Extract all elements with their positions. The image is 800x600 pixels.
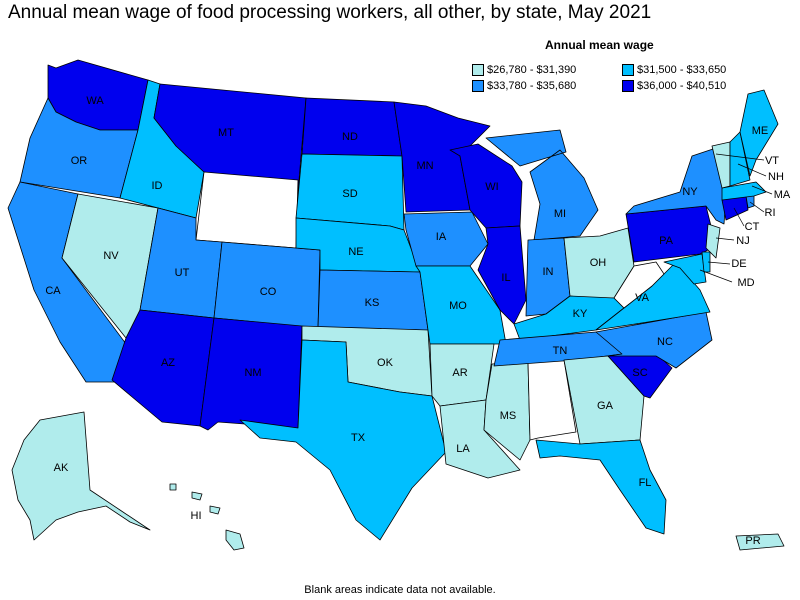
legend-swatch-3 <box>472 80 484 92</box>
label-tx: TX <box>351 432 366 444</box>
label-pa: PA <box>659 235 674 247</box>
callouts <box>699 153 773 283</box>
label-ms: MS <box>500 410 517 422</box>
state-wy[interactable] <box>195 171 299 249</box>
state-fl[interactable] <box>535 439 667 535</box>
label-in: IN <box>543 266 554 278</box>
label-mo: MO <box>449 300 467 312</box>
label-wa: WA <box>86 95 104 107</box>
label-va: VA <box>635 292 650 304</box>
label-nm: NM <box>244 367 261 379</box>
label-sc: SC <box>632 367 647 379</box>
state-wv[interactable] <box>613 261 665 309</box>
state-nc[interactable] <box>595 311 713 369</box>
label-ne: NE <box>348 246 363 258</box>
legend-label-3: $33,780 - $35,680 <box>487 80 577 92</box>
state-md[interactable] <box>663 253 707 285</box>
label-ks: KS <box>365 297 380 309</box>
label-wi: WI <box>485 181 498 193</box>
state-tx[interactable] <box>239 339 447 541</box>
label-nc: NC <box>657 336 673 348</box>
legend-item-4: $36,000 - $40,510 <box>622 80 726 92</box>
state-nh[interactable] <box>729 131 751 187</box>
label-hi: HI <box>191 510 202 522</box>
state-de[interactable] <box>701 251 711 273</box>
label-ok: OK <box>377 357 394 369</box>
label-mi: MI <box>554 208 566 220</box>
state-me[interactable] <box>739 89 779 177</box>
legend-item-3: $33,780 - $35,680 <box>472 80 576 92</box>
label-ny: NY <box>682 186 698 198</box>
label-id: ID <box>152 180 163 192</box>
label-nj: NJ <box>736 235 749 247</box>
legend-label-2: $31,500 - $33,650 <box>637 64 727 76</box>
label-vt: VT <box>765 155 779 167</box>
label-ky: KY <box>573 308 588 320</box>
state-ak[interactable] <box>11 411 151 541</box>
label-il: IL <box>501 272 510 284</box>
label-oh: OH <box>590 257 607 269</box>
legend-label-1: $26,780 - $31,390 <box>487 64 577 76</box>
label-ak: AK <box>54 462 69 474</box>
label-de: DE <box>731 258 746 270</box>
label-ia: IA <box>436 231 447 243</box>
state-nj[interactable] <box>705 223 721 259</box>
map-title: Annual mean wage of food processing work… <box>8 2 652 23</box>
label-mn: MN <box>416 160 433 172</box>
territory-pr[interactable] <box>735 533 785 551</box>
legend-swatch-2 <box>622 64 634 76</box>
label-or: OR <box>71 155 88 167</box>
legend-swatch-1 <box>472 64 484 76</box>
label-az: AZ <box>161 357 175 369</box>
label-co: CO <box>260 286 277 298</box>
label-tn: TN <box>553 345 568 357</box>
legend-item-2: $31,500 - $33,650 <box>622 64 726 76</box>
state-il[interactable] <box>477 225 527 325</box>
label-mt: MT <box>218 127 234 139</box>
label-ar: AR <box>452 367 467 379</box>
label-md: MD <box>737 277 754 289</box>
state-ma[interactable] <box>721 181 767 201</box>
state-mi[interactable] <box>485 129 599 241</box>
label-la: LA <box>456 443 470 455</box>
legend-title: Annual mean wage <box>545 38 654 52</box>
label-ga: GA <box>597 400 614 412</box>
state-nd[interactable] <box>301 97 403 157</box>
label-sd: SD <box>342 188 357 200</box>
footnote: Blank areas indicate data not available. <box>304 584 496 596</box>
state-hi[interactable] <box>169 483 245 551</box>
label-me: ME <box>752 125 769 137</box>
label-nd: ND <box>342 131 358 143</box>
state-ga[interactable] <box>563 355 645 445</box>
label-ct: CT <box>745 221 760 233</box>
label-ma: MA <box>774 189 791 201</box>
label-ri: RI <box>765 207 776 219</box>
legend-item-1: $26,780 - $31,390 <box>472 64 576 76</box>
legend-swatch-4 <box>622 80 634 92</box>
label-nv: NV <box>103 250 119 262</box>
label-nh: NH <box>768 171 784 183</box>
label-pr: PR <box>745 535 760 547</box>
legend-label-4: $36,000 - $40,510 <box>637 80 727 92</box>
label-fl: FL <box>639 477 652 489</box>
label-ca: CA <box>45 285 61 297</box>
label-ut: UT <box>175 267 190 279</box>
